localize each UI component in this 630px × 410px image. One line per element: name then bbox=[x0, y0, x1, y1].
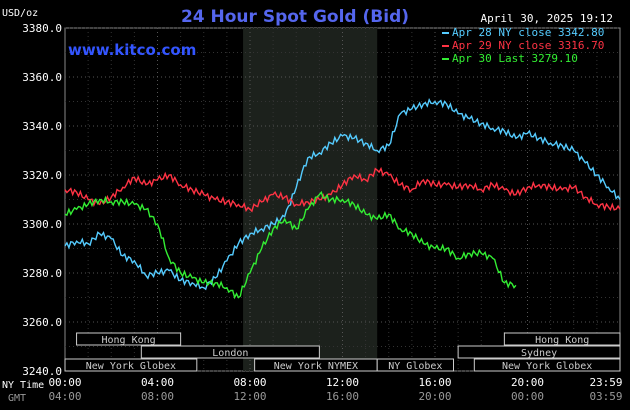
x-tick-label-ny: 23:59 bbox=[589, 376, 622, 389]
chart-title: 24 Hour Spot Gold (Bid) bbox=[181, 7, 409, 27]
x-tick-label-gmt: 00:00 bbox=[511, 390, 544, 403]
legend-entry: Apr 29 NY close 3316.70 bbox=[452, 39, 604, 52]
series-line bbox=[64, 166, 621, 213]
x-tick-label-gmt: 03:59 bbox=[589, 390, 622, 403]
session-label: Hong Kong bbox=[102, 335, 156, 346]
session-box bbox=[140, 345, 320, 359]
session-bar: Hong Kong bbox=[503, 332, 621, 346]
x-tick-label-gmt: 12:00 bbox=[233, 390, 266, 403]
session-bar: New York Globex bbox=[473, 358, 621, 372]
y-tick-label: 3340.0 bbox=[22, 120, 62, 133]
x-tick-label-ny: 12:00 bbox=[326, 376, 359, 389]
y-axis-label: USD/oz bbox=[2, 8, 38, 19]
x-tick-label-gmt: 20:00 bbox=[418, 390, 451, 403]
session-box bbox=[457, 345, 621, 359]
x-axis-label-ny: NY Time bbox=[2, 380, 44, 391]
x-tick-label-ny: 08:00 bbox=[233, 376, 266, 389]
session-bar: New York NYMEX bbox=[254, 358, 378, 372]
session-bar: London bbox=[140, 345, 320, 359]
legend-entry: Apr 30 Last 3279.10 bbox=[452, 52, 578, 65]
session-box bbox=[473, 358, 621, 372]
y-tick-label: 3260.0 bbox=[22, 316, 62, 329]
session-label: Hong Kong bbox=[535, 335, 589, 346]
session-bar: NY Globex bbox=[376, 358, 454, 372]
session-label: New York Globex bbox=[502, 361, 592, 372]
series-line bbox=[64, 190, 517, 300]
axes: 3380.0 3360.0 3340.0 3320.0 3300.0 3280.0 3260… bbox=[22, 22, 622, 403]
session-label: New York Globex bbox=[86, 361, 176, 372]
y-tick-label: 3380.0 bbox=[22, 22, 62, 35]
site-watermark: www.kitco.com bbox=[68, 41, 196, 59]
session-label: NY Globex bbox=[388, 361, 442, 372]
session-bar: Sydney bbox=[457, 345, 621, 359]
y-tick-label: 3320.0 bbox=[22, 169, 62, 182]
legend-entry: Apr 28 NY close 3342.80 bbox=[452, 26, 604, 39]
session-box bbox=[64, 358, 198, 372]
y-tick-label: 3240.0 bbox=[22, 365, 62, 378]
y-tick-label: 3280.0 bbox=[22, 267, 62, 280]
y-tick-label: 3300.0 bbox=[22, 218, 62, 231]
session-box bbox=[503, 332, 621, 346]
session-bar: Hong Kong bbox=[76, 332, 182, 346]
timestamp: April 30, 2025 19:12 bbox=[481, 12, 613, 25]
x-tick-label-gmt: 16:00 bbox=[326, 390, 359, 403]
x-tick-label-ny: 00:00 bbox=[48, 376, 81, 389]
x-tick-label-ny: 04:00 bbox=[141, 376, 174, 389]
x-tick-label-gmt: 04:00 bbox=[48, 390, 81, 403]
x-tick-label-ny: 20:00 bbox=[511, 376, 544, 389]
session-bar: New York Globex bbox=[64, 358, 198, 372]
session-box bbox=[376, 358, 454, 372]
x-tick-label-ny: 16:00 bbox=[418, 376, 451, 389]
session-label: London bbox=[212, 348, 248, 359]
series-lines bbox=[64, 98, 621, 300]
x-tick-label-gmt: 08:00 bbox=[141, 390, 174, 403]
x-axis-label-gmt: GMT bbox=[8, 393, 26, 404]
session-label: New York NYMEX bbox=[274, 361, 358, 372]
trading-sessions: Hong Kong Hong Kong London Sydney New York G… bbox=[64, 332, 621, 372]
series-line bbox=[64, 98, 621, 291]
session-label: Sydney bbox=[521, 348, 557, 359]
y-tick-label: 3360.0 bbox=[22, 71, 62, 84]
session-box bbox=[76, 332, 182, 346]
